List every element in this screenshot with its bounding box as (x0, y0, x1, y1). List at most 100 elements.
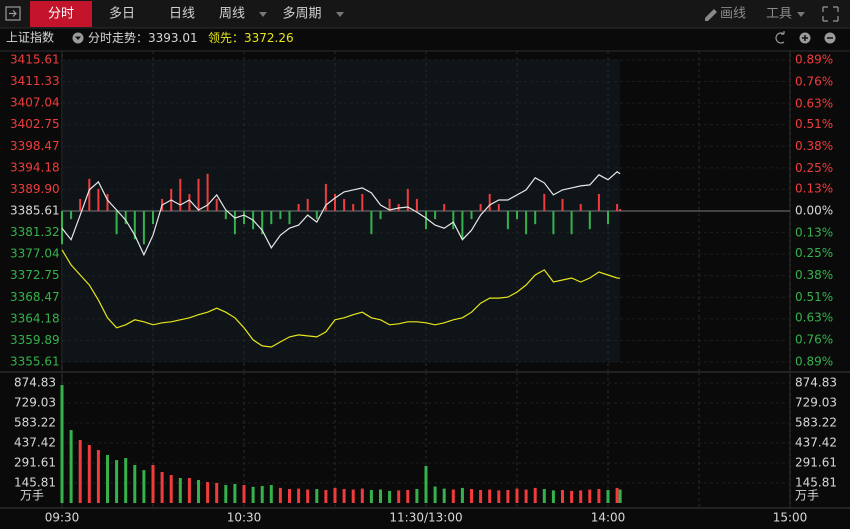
active-tab[interactable] (30, 1, 92, 27)
volume-bar (278, 487, 282, 503)
tab[interactable]: 分时 (48, 7, 74, 22)
tab[interactable]: 周线 (219, 7, 245, 22)
strength-bar (516, 211, 518, 220)
zoom-in-mark (802, 35, 808, 41)
fullscreen-icon[interactable] (822, 6, 839, 22)
strength-bar (506, 211, 509, 230)
strength-bar (352, 204, 355, 211)
dropdown-arrow[interactable] (336, 12, 344, 17)
volume-bar (297, 488, 301, 503)
y-tick-label: 3364.18 (10, 311, 60, 325)
dropdown-arrow[interactable] (797, 12, 805, 17)
strength-bar (61, 211, 63, 245)
y2-tick-label: 874.83 (795, 376, 837, 390)
price-label: 分时走势：3393.01 (88, 31, 198, 45)
strength-bar (70, 211, 73, 220)
strength-bar (315, 211, 318, 220)
volume-bar (415, 489, 419, 503)
price-line (61, 171, 621, 257)
volume-bar (206, 482, 210, 503)
volume-bar (87, 444, 91, 503)
y2-tick-label: 729.03 (795, 395, 837, 409)
volume-bar (333, 487, 337, 503)
strength-bar (306, 198, 309, 211)
volume-bar (133, 465, 137, 503)
collapse-icon[interactable] (5, 6, 21, 21)
volume-bar (497, 490, 501, 503)
strength-bar (461, 211, 464, 240)
volume-bar (242, 485, 246, 503)
y-tick-label: 3394.18 (10, 160, 60, 174)
lead-label: 领先：3372.26 (208, 31, 294, 45)
y-tick-label: 3381.32 (10, 225, 60, 239)
y2-tick-label: 583.22 (795, 416, 837, 430)
strength-bar (452, 211, 455, 230)
volume-bar (460, 487, 464, 503)
y-tick-label: 3402.75 (10, 117, 60, 131)
strength-bar (570, 211, 573, 235)
volume-bar (597, 489, 601, 503)
volume-unit: 万手 (20, 489, 44, 503)
strength-bar (470, 211, 473, 220)
y2-tick-label: 0.38% (795, 139, 833, 153)
volume-bar (606, 489, 610, 503)
strength-bar (188, 193, 191, 211)
price-label-text: 分时走势： (88, 31, 148, 45)
strength-bar (406, 188, 409, 211)
tools-menu[interactable]: 工具 (766, 7, 792, 22)
y-tick-label: 3385.61 (10, 204, 60, 218)
volume-bar (260, 485, 264, 503)
volume-bar (187, 478, 191, 503)
strength-bar (206, 173, 209, 211)
tab[interactable]: 日线 (169, 7, 195, 22)
dropdown-arrow[interactable] (259, 12, 267, 17)
y2-tick-label: 0.51% (795, 290, 833, 304)
volume-bar (470, 489, 473, 503)
volume-bar (579, 490, 583, 503)
x-tick-label: 10:30 (227, 511, 262, 525)
draw-tool[interactable]: 画线 (720, 7, 746, 22)
volume-bar (570, 490, 574, 503)
strength-bar (361, 193, 364, 211)
y2-tick-label: 0.38% (795, 268, 833, 282)
volume-bar (379, 489, 382, 503)
volume-bar (542, 489, 546, 503)
strength-bar (224, 211, 227, 220)
y-tick-label: 145.81 (14, 475, 56, 489)
strength-bar (597, 193, 600, 211)
strength-bar (142, 211, 145, 245)
index-name: 上证指数 (6, 30, 54, 45)
strength-bar (324, 183, 327, 211)
strength-bar (243, 211, 245, 225)
volume-bar (388, 490, 392, 503)
y2-tick-label: 0.13% (795, 226, 833, 240)
y2-tick-label: 0.63% (795, 310, 833, 324)
strength-bar (288, 211, 291, 225)
y-tick-label: 291.61 (14, 456, 56, 470)
pencil-icon (705, 9, 717, 21)
y2-tick-label: 145.81 (795, 475, 837, 489)
y-tick-label: 3389.90 (10, 182, 60, 196)
tab[interactable]: 多周期 (282, 6, 321, 22)
volume-bar (160, 471, 164, 503)
strength-bar (79, 198, 82, 211)
strength-bar (443, 204, 446, 211)
lead-value: 3372.26 (244, 31, 294, 45)
y-tick-label: 3411.33 (10, 74, 60, 88)
strength-bar (97, 188, 100, 211)
volume-bar (142, 470, 146, 503)
volume-bar (515, 488, 519, 503)
strength-bar (124, 211, 127, 225)
y2-tick-label: 291.61 (795, 456, 837, 470)
tab[interactable]: 多日 (109, 6, 135, 22)
strength-bar (261, 211, 264, 235)
strength-bar (197, 178, 200, 211)
volume-bar (115, 460, 119, 503)
x-tick-label: 15:00 (773, 511, 808, 525)
y-tick-label: 3372.75 (10, 268, 60, 282)
volume-bar (215, 482, 219, 503)
y2-tick-label: 437.42 (795, 435, 837, 449)
refresh-icon[interactable] (775, 31, 785, 44)
